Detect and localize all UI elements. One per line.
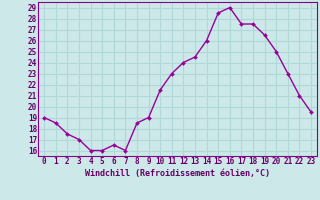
X-axis label: Windchill (Refroidissement éolien,°C): Windchill (Refroidissement éolien,°C) <box>85 169 270 178</box>
